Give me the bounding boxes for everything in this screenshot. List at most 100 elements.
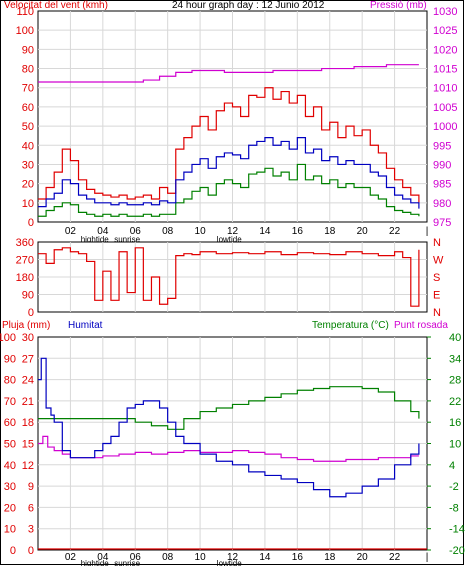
humidity-y-tick: 15 (22, 439, 34, 451)
x-tick-label: 02 (65, 552, 77, 563)
temp-y-tick: 22 (449, 396, 461, 408)
rain-label: Pluja (mm) (2, 320, 51, 331)
compass-tick: N (433, 307, 441, 319)
x-tick-label: 10 (195, 226, 207, 237)
compass-tick: S (433, 272, 440, 284)
x-tick-label: 06 (130, 552, 142, 563)
direction-line (38, 247, 420, 307)
x-tick-label: 02 (65, 226, 77, 237)
humidity-y-tick: 21 (22, 396, 34, 408)
pressure-y-tick: 980 (433, 198, 451, 210)
direction-y-tick: 360 (16, 237, 34, 249)
pressure-y-tick: 985 (433, 179, 451, 191)
rain-y-tick: 0 (10, 545, 16, 557)
compass-tick: N (433, 237, 441, 249)
temperature-line (38, 386, 420, 430)
x-tick-label: 12 (227, 552, 239, 563)
rain-y-tick: 10 (4, 524, 16, 536)
rain-y-tick: 30 (4, 481, 16, 493)
x-tick-label: 16 (292, 226, 304, 237)
wind-y-tick: 10 (22, 198, 34, 210)
pressure-y-tick: 1015 (433, 64, 457, 76)
x-annotation: lowtide (217, 235, 242, 244)
x-tick-label: 10 (195, 552, 207, 563)
wind-y-tick: 90 (22, 44, 34, 56)
x-tick-label: 08 (162, 552, 174, 563)
x-tick-label: 20 (357, 552, 369, 563)
rain-y-tick: 60 (4, 417, 16, 429)
temp-y-tick: 4 (449, 460, 455, 472)
rain-y-tick: 70 (4, 396, 16, 408)
wind-y-tick: 30 (22, 159, 34, 171)
compass-tick: E (433, 290, 440, 302)
wind-speed-label: Velocitat del vent (kmh) (4, 0, 108, 11)
rain-y-tick: 100 (0, 332, 16, 344)
x-tick-label: 04 (97, 552, 109, 563)
direction-y-tick: 0 (28, 307, 34, 319)
wind-y-tick: 70 (22, 83, 34, 95)
wind-gust-line (38, 87, 420, 203)
pressure-y-tick: 1020 (433, 44, 457, 56)
humidity-y-tick: 9 (28, 481, 34, 493)
rain-y-tick: 80 (4, 375, 16, 387)
x-tick-label: 14 (259, 552, 271, 563)
humidity-y-tick: 0 (28, 545, 34, 557)
wind-y-tick: 80 (22, 64, 34, 76)
humidity-y-tick: 18 (22, 417, 34, 429)
pressure-y-tick: 990 (433, 159, 451, 171)
x-annotation: sunrise (114, 559, 140, 566)
humidity-y-tick: 12 (22, 460, 34, 472)
humidity-y-tick: 3 (28, 524, 34, 536)
wind-y-tick: 40 (22, 140, 34, 152)
pressure-line (38, 64, 419, 83)
temperature-label: Temperatura (°C) (312, 320, 389, 331)
direction-y-tick: 180 (16, 272, 34, 284)
pressure-y-tick: 975 (433, 217, 451, 229)
humidity-label: Humitat (68, 320, 103, 331)
humidity-line (38, 357, 420, 498)
x-annotation: hightide (81, 235, 110, 244)
x-tick-label: 06 (130, 226, 142, 237)
pressure-y-tick: 1025 (433, 25, 457, 37)
temp-y-tick: -2 (449, 481, 459, 493)
wind-y-tick: 20 (22, 179, 34, 191)
temp-y-tick: -14 (449, 524, 465, 536)
dewpoint-label: Punt rosada (394, 320, 448, 331)
temp-y-tick: 16 (449, 417, 461, 429)
x-tick-label: 22 (389, 226, 401, 237)
x-tick-label: 22 (389, 552, 401, 563)
wind-low-line (38, 163, 420, 217)
temp-y-tick: 10 (449, 439, 461, 451)
wind-y-tick: 110 (16, 6, 34, 18)
x-tick-label: 20 (357, 226, 369, 237)
temp-y-tick: 40 (449, 332, 461, 344)
pressure-y-tick: 1030 (433, 6, 457, 18)
x-tick-label: 18 (324, 226, 336, 237)
compass-tick: W (433, 255, 444, 267)
pressure-y-tick: 1010 (433, 83, 457, 95)
rain-y-tick: 90 (4, 353, 16, 365)
pressure-y-tick: 995 (433, 140, 451, 152)
humidity-y-tick: 27 (22, 353, 34, 365)
wind-y-tick: 100 (16, 25, 34, 37)
pressure-y-tick: 1005 (433, 102, 457, 114)
humidity-y-tick: 24 (22, 375, 34, 387)
temp-y-tick: 34 (449, 353, 461, 365)
temp-y-tick: -20 (449, 545, 465, 557)
wind-y-tick: 50 (22, 121, 34, 133)
rain-y-tick: 50 (4, 439, 16, 451)
graph-title: 24 hour graph day : 12 Junio 2012 (172, 0, 325, 11)
wind-y-tick: 0 (28, 217, 34, 229)
x-tick-label: | (426, 552, 429, 563)
wind-y-tick: 60 (22, 102, 34, 114)
x-tick-label: 08 (162, 226, 174, 237)
x-tick-label: 16 (292, 552, 304, 563)
x-tick-label: 04 (97, 226, 109, 237)
humidity-y-tick: 30 (22, 332, 34, 344)
x-tick-label: 14 (259, 226, 271, 237)
x-tick-label: 12 (227, 226, 239, 237)
direction-y-tick: 90 (22, 290, 34, 302)
x-tick-label: | (426, 226, 429, 237)
wind-avg-line (38, 137, 420, 209)
